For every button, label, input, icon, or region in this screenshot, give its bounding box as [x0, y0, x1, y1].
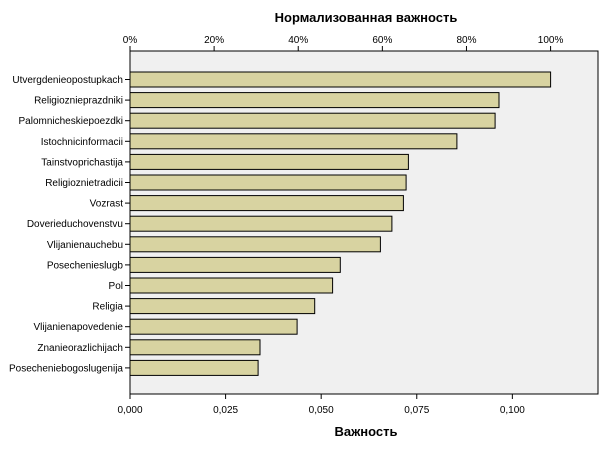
top-tick-label: 40%	[288, 35, 308, 46]
bottom-tick-label: 0,100	[500, 405, 525, 416]
bar	[129, 318, 298, 335]
bar	[129, 256, 341, 273]
top-tick-label: 60%	[372, 35, 392, 46]
category-axis: Utvergdenieopostupkach Religioznieprazdni…	[9, 75, 130, 374]
chart-title: Нормализованная важность	[275, 10, 458, 25]
category-label: Posecheniebogoslugenija	[9, 363, 123, 374]
bar	[129, 298, 316, 315]
category-label: Vozrast	[90, 199, 124, 210]
bar	[129, 92, 500, 109]
bar	[129, 71, 552, 88]
x-axis-title: Важность	[334, 424, 397, 439]
category-label: Utvergdenieopostupkach	[12, 75, 123, 86]
bottom-axis: 0,000 0,025 0,050 0,075 0,100	[117, 394, 525, 416]
category-label: Doverieduchovenstvu	[27, 219, 123, 230]
bar	[129, 277, 334, 294]
bar-series	[129, 71, 552, 376]
category-label: Vlijanienauchebu	[47, 240, 123, 251]
bottom-tick-label: 0,050	[309, 405, 334, 416]
bar	[129, 359, 259, 376]
category-label: Vlijanienapovedenie	[33, 322, 123, 333]
category-label: Tainstvoprichastija	[41, 157, 123, 168]
category-label: Religioznietradicii	[45, 178, 123, 189]
bar	[129, 112, 496, 129]
top-tick-label: 20%	[204, 35, 224, 46]
bar	[129, 236, 381, 253]
bar	[129, 215, 393, 232]
bottom-tick-label: 0,025	[213, 405, 238, 416]
top-axis: 0% 20% 40% 60% 80% 100%	[123, 35, 564, 51]
category-label: Religia	[92, 302, 123, 313]
bottom-tick-label: 0,000	[117, 405, 142, 416]
top-tick-label: 100%	[538, 35, 564, 46]
category-label: Istochnicinformacii	[41, 137, 123, 148]
top-tick-label: 0%	[123, 35, 138, 46]
bar	[129, 174, 407, 191]
top-tick-label: 80%	[456, 35, 476, 46]
bar	[129, 339, 261, 356]
bar	[129, 195, 404, 212]
category-label: Religioznieprazdniki	[34, 96, 123, 107]
bar	[129, 153, 409, 170]
bottom-tick-label: 0,075	[404, 405, 429, 416]
category-label: Pol	[109, 281, 123, 292]
category-label: Palomnicheskiepoezdki	[18, 116, 123, 127]
category-label: Znanieorazlichijach	[37, 343, 123, 354]
category-label: Posechenieslugb	[47, 260, 124, 271]
bar	[129, 133, 458, 150]
